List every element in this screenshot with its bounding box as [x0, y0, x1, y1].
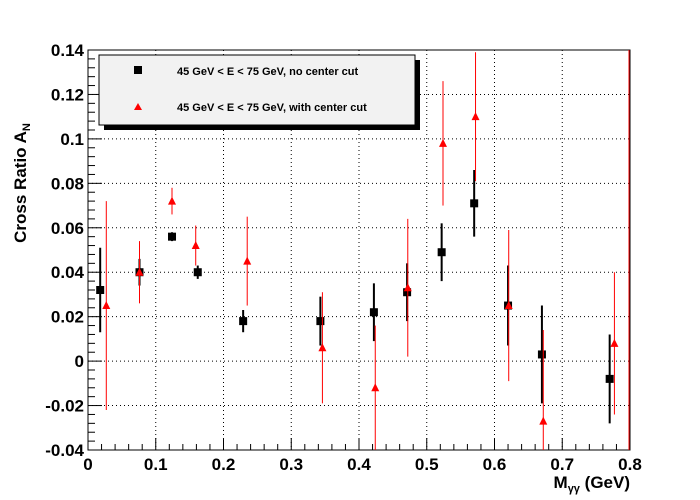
data-point-triangle [471, 112, 480, 121]
data-point-triangle [610, 338, 619, 347]
data-point-triangle [371, 383, 380, 392]
x-tick-label: 0.5 [415, 455, 439, 474]
data-point-square [168, 232, 177, 241]
x-tick-label: 0.7 [550, 455, 574, 474]
legend-label-no-center-cut: 45 GeV < E < 75 GeV, no center cut [177, 66, 359, 78]
y-tick-label: 0.02 [51, 308, 84, 327]
x-tick-label: 0.6 [483, 455, 507, 474]
data-point-square [470, 199, 479, 208]
legend: 45 GeV < E < 75 GeV, no center cut 45 Ge… [98, 54, 420, 130]
data-point-triangle [539, 416, 548, 425]
data-point-square [239, 317, 248, 326]
x-tick-label: 0.1 [144, 455, 168, 474]
x-axis-title: Mγγ (GeV) [554, 473, 630, 495]
data-point-square [369, 308, 378, 317]
data-point-triangle [135, 267, 144, 276]
data-point-triangle [102, 301, 111, 310]
series-2 [102, 52, 619, 450]
axis-ticks [87, 49, 631, 451]
x-tick-label: 0.3 [279, 455, 303, 474]
data-point-triangle [504, 301, 513, 310]
legend-marker-square [134, 66, 142, 74]
data-point-square [437, 248, 446, 257]
data-point-triangle [191, 241, 200, 250]
y-tick-label: 0.1 [60, 130, 84, 149]
data-point-triangle [403, 283, 412, 292]
data-point-square [96, 286, 105, 294]
legend-label-with-center-cut: 45 GeV < E < 75 GeV, with center cut [177, 102, 367, 114]
y-tick-labels: -0.04 -0.02 0 0.02 0.04 0.06 0.08 0.1 0.12 0.14 [45, 41, 84, 460]
y-tick-label: 0.14 [51, 41, 85, 60]
y-tick-label: 0.12 [51, 85, 84, 104]
data-point-square [193, 268, 202, 277]
y-axis-title: Cross Ratio AN [11, 123, 33, 243]
x-tick-label: 0.8 [618, 455, 642, 474]
series-1 [96, 170, 614, 424]
y-tick-label: 0.04 [51, 263, 85, 282]
data-point-triangle [168, 196, 177, 205]
y-tick-label: -0.02 [45, 397, 84, 416]
data-point-square [316, 317, 325, 326]
data-point-triangle [439, 138, 448, 147]
y-tick-label: 0 [75, 352, 84, 371]
x-tick-label: 0.4 [347, 455, 371, 474]
y-tick-label: 0.08 [51, 174, 84, 193]
legend-marker-triangle [134, 103, 142, 110]
x-tick-label: 0.2 [212, 455, 236, 474]
x-tick-label: 0 [83, 455, 92, 474]
data-point-square [605, 374, 614, 383]
y-tick-label: -0.04 [45, 441, 84, 460]
grid [88, 50, 630, 450]
data-point-square [403, 288, 412, 297]
x-tick-labels: 0 0.1 0.2 0.3 0.4 0.5 0.6 0.7 0.8 [83, 455, 642, 474]
data-point-triangle [243, 256, 252, 265]
data-series [96, 50, 630, 450]
y-tick-label: 0.06 [51, 219, 84, 238]
data-point-triangle [318, 343, 327, 352]
legend-box [98, 54, 416, 126]
data-point-square [537, 350, 546, 359]
